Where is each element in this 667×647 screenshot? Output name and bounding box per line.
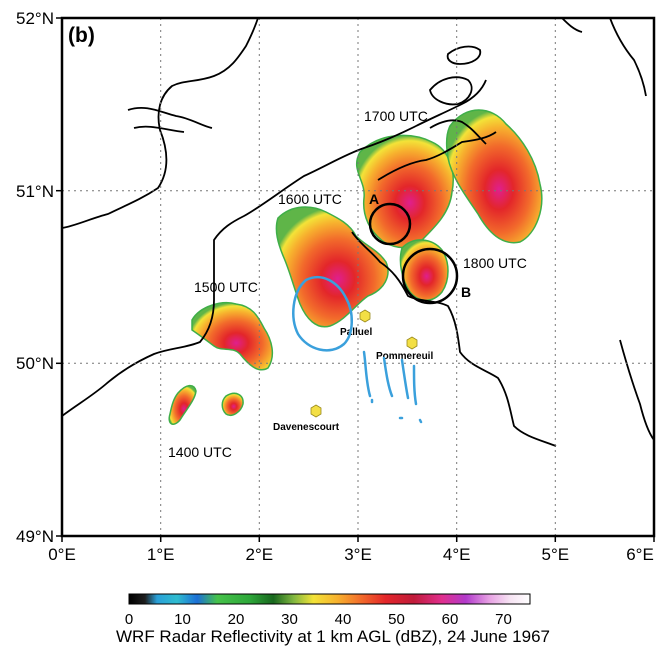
hand-stroke-2: [382, 356, 394, 398]
hand-stroke-1: [362, 350, 372, 398]
colorbar-tick-10: 10: [174, 611, 191, 628]
colorbar-title: WRF Radar Reflectivity at 1 km AGL (dBZ)…: [116, 627, 550, 646]
lon-tick-3: 3°E: [344, 545, 372, 564]
coastline-thames-south: [133, 125, 185, 133]
circle-b: [401, 247, 459, 305]
colorbar-tick-70: 70: [495, 611, 512, 628]
storm-cell-1400-a: [168, 384, 197, 425]
lon-tick-0: 0°E: [48, 545, 76, 564]
border-netherlands-germany: [609, 18, 647, 97]
border-germany-south: [619, 339, 654, 441]
place-davenescourt-marker: [310, 404, 322, 418]
axis-ticks: [56, 17, 655, 542]
hand-dot-3: [418, 418, 423, 424]
hand-annotation: [292, 275, 423, 424]
coastlines: [62, 18, 654, 447]
hand-drawn-loop: [292, 275, 353, 352]
utc-label-1700: 1700 UTC: [364, 108, 428, 124]
place-palluel-label: Palluel: [340, 327, 372, 338]
coastline-thames: [127, 106, 213, 129]
utc-label-1400: 1400 UTC: [168, 444, 232, 460]
utc-label-1500: 1500 UTC: [194, 279, 258, 295]
place-davenescourt: Davenescourt: [273, 404, 340, 433]
hand-stroke-4: [412, 364, 418, 406]
lon-tick-5: 5°E: [542, 545, 570, 564]
lat-tick-49: 49°N: [16, 527, 54, 546]
colorbar-tick-40: 40: [335, 611, 352, 628]
place-palluel: Palluel: [340, 309, 372, 338]
lon-tick-6: 6°E: [626, 545, 654, 564]
colorbar-tick-0: 0: [125, 611, 133, 628]
colorbar-bar: [128, 593, 531, 605]
lon-tick-4: 4°E: [443, 545, 471, 564]
coastline-france: [62, 79, 487, 417]
colorbar-tick-20: 20: [228, 611, 245, 628]
panel-label: (b): [68, 24, 95, 47]
place-davenescourt-label: Davenescourt: [273, 422, 340, 433]
estuary-scheldt: [429, 119, 487, 145]
coastline-england: [62, 18, 259, 229]
place-pommereuil-label: Pommereuil: [376, 351, 433, 362]
circle-b-label: B: [461, 284, 471, 300]
storm-cell-1700-east: [445, 109, 543, 244]
circle-a-label: A: [369, 191, 379, 207]
storm-cell-1700: [355, 134, 454, 249]
hand-stroke-3: [400, 358, 410, 400]
place-pommereuil: Pommereuil: [376, 336, 433, 362]
circle-markers: [368, 202, 459, 305]
lon-tick-1: 1°E: [147, 545, 175, 564]
colorbar-tick-60: 60: [442, 611, 459, 628]
colorbar-tick-30: 30: [281, 611, 298, 628]
colorbar: 0 10 20 30 40 50 60 70 WRF Radar Reflect…: [116, 593, 550, 646]
graticule: [62, 18, 654, 536]
lat-tick-52: 52°N: [16, 9, 54, 28]
storm-cell-1600: [275, 206, 389, 328]
lon-tick-2: 2°E: [246, 545, 274, 564]
border-france-belgium: [351, 231, 557, 447]
lat-tick-51: 51°N: [16, 182, 54, 201]
islands-frisian: [561, 18, 583, 33]
utc-label-1600: 1600 UTC: [278, 191, 342, 207]
colorbar-tick-50: 50: [388, 611, 405, 628]
utc-label-1800: 1800 UTC: [463, 255, 527, 271]
storm-cell-1400-b: [221, 392, 244, 416]
island-goeree: [446, 45, 482, 65]
circle-a: [368, 202, 412, 246]
place-pommereuil-marker: [406, 336, 418, 350]
place-palluel-marker: [359, 309, 371, 323]
lat-tick-50: 50°N: [16, 354, 54, 373]
place-markers: Palluel Pommereuil Davenescourt: [273, 309, 433, 433]
island-walcheren: [429, 76, 473, 106]
